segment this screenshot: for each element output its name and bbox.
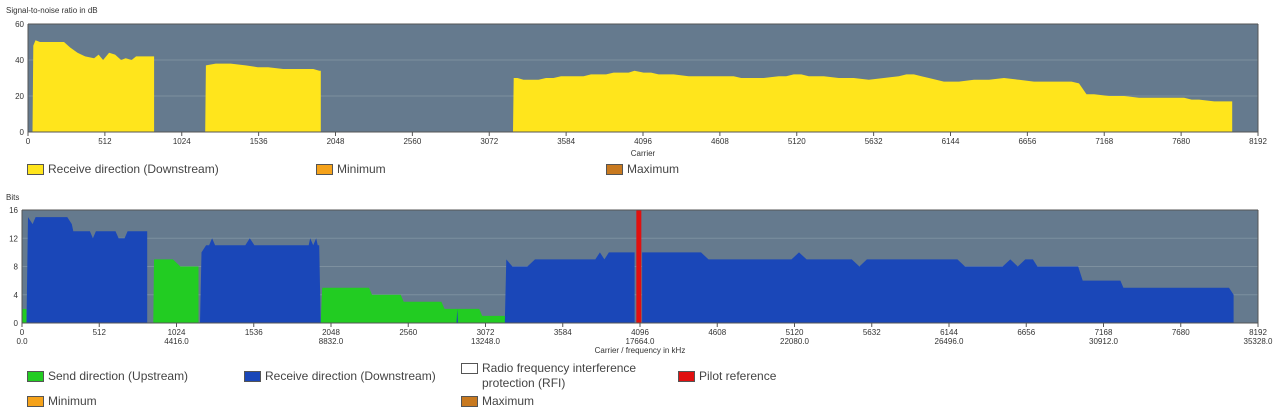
x-axis-title: Carrier [631,149,656,158]
legend-snr-downstream[interactable]: Receive direction (Downstream) [27,162,219,177]
legend-snr-maximum[interactable]: Maximum [606,162,679,177]
x-tick-label: 7680 [1172,328,1190,337]
legend-snr-minimum[interactable]: Minimum [316,162,386,177]
x-tick-label-frequency: 35328.0 [1244,337,1273,346]
snr-chart-svg: Signal-to-noise ratio in dB 0 20 40 60 0 512 10… [6,6,1267,158]
legend-label-bits-maximum: Maximum [482,394,535,408]
x-tick-label-frequency: 30912.0 [1089,337,1118,346]
series-area-receive-direction-downstream [200,238,321,323]
x-tick-label: 1536 [250,137,268,146]
x-tick-label-frequency: 8832.0 [319,337,344,346]
bits-chart: Bits 0 4 8 12 16 0 512 1024 1536 2048 2560 3072 3584 4… [0,190,1280,365]
x-tick-label: 7168 [1095,137,1113,146]
x-tick-label: 2560 [399,328,417,337]
legend-label-bits-minimum: Minimum [48,394,97,408]
x-tick-label: 7168 [1095,328,1113,337]
x-tick-label: 6656 [1018,137,1036,146]
x-tick-label: 0 [26,137,31,146]
chart-title: Signal-to-noise ratio in dB [6,6,98,15]
series-area-send-direction-upstream [320,287,510,323]
legend-bits-pilot[interactable]: Pilot reference [678,369,776,384]
legend-label-upstream: Send direction (Upstream) [48,369,189,383]
y-tick-label: 4 [14,291,19,300]
x-tick-label: 8192 [1249,137,1267,146]
legend-swatch-rfi [461,363,478,374]
legend-swatch-bits-maximum [461,396,478,407]
chart-title: Bits [6,193,19,202]
legend-swatch-pilot [678,371,695,382]
x-tick-label-frequency: 22080.0 [780,337,809,346]
y-tick-label: 12 [9,234,18,243]
legend-swatch-bits-downstream [244,371,261,382]
legend-swatch-snr-maximum [606,164,623,175]
pilot-reference-bar [636,210,642,323]
x-tick-label-frequency: 13248.0 [471,337,500,346]
x-tick-label: 512 [98,137,112,146]
legend-label-snr-minimum: Minimum [337,162,386,176]
legend-bits-upstream[interactable]: Send direction (Upstream) [27,369,188,384]
x-tick-label: 2048 [327,137,345,146]
x-tick-label-frequency: 0.0 [16,337,28,346]
y-tick-label: 8 [14,263,19,272]
legend-swatch-bits-minimum [27,396,44,407]
x-tick-label: 0 [20,328,25,337]
x-tick-label-frequency: 17664.0 [626,337,655,346]
x-tick-label: 4608 [711,137,729,146]
x-axis-title: Carrier / frequency in kHz [595,346,686,355]
legend-label-rfi: Radio frequency interference protection … [482,361,637,390]
legend-label-snr-maximum: Maximum [627,162,680,176]
legend-label-pilot: Pilot reference [699,369,777,383]
x-tick-label-frequency: 4416.0 [164,337,189,346]
x-tick-label: 7680 [1172,137,1190,146]
x-tick-label: 8192 [1249,328,1267,337]
x-tick-label: 3072 [477,328,495,337]
x-tick-label: 1024 [173,137,191,146]
legend-bits-minimum[interactable]: Minimum [27,394,97,409]
y-tick-label: 0 [14,319,19,328]
y-tick-label: 20 [15,92,24,101]
x-tick-label: 6144 [942,137,960,146]
series-area-receive-direction-downstream [504,252,635,323]
series-area-receive-direction-downstream [32,40,155,133]
x-tick-label-frequency: 26496.0 [935,337,964,346]
series-area-receive-direction-downstream [456,308,458,323]
series-area-send-direction-upstream [153,259,199,323]
x-tick-label: 4096 [634,137,652,146]
x-tick-label: 6144 [940,328,958,337]
legend-swatch-snr-minimum [316,164,333,175]
x-tick-label: 4096 [631,328,649,337]
x-tick-label: 1536 [245,328,263,337]
x-tick-label: 5632 [865,137,883,146]
legend-bits-downstream[interactable]: Receive direction (Downstream) [244,369,436,384]
x-tick-label: 2048 [322,328,340,337]
legend-bits-maximum[interactable]: Maximum [461,394,534,409]
bits-chart-svg: Bits 0 4 8 12 16 0 512 1024 1536 2048 2560 3072 3584 4… [6,193,1273,355]
x-tick-label: 1024 [168,328,186,337]
series-area-receive-direction-downstream [513,70,1233,132]
x-tick-label: 3584 [557,137,575,146]
y-tick-label: 0 [20,128,25,137]
y-tick-label: 60 [15,20,24,29]
x-tick-label: 4608 [708,328,726,337]
x-tick-label: 3584 [554,328,572,337]
x-tick-label: 512 [93,328,107,337]
legend-label-bits-downstream: Receive direction (Downstream) [265,369,436,383]
legend-bits-rfi[interactable]: Radio frequency interference protection … [461,361,651,391]
legend-swatch-upstream [27,371,44,382]
series-area-send-direction-upstream [22,308,27,323]
legend-label-snr-downstream: Receive direction (Downstream) [48,162,219,176]
series-area-receive-direction-downstream [205,63,321,132]
y-tick-label: 16 [9,206,18,215]
legend-swatch-snr-downstream [27,164,44,175]
x-tick-label: 5632 [863,328,881,337]
snr-chart: Signal-to-noise ratio in dB 0 20 40 60 0 512 10… [0,0,1280,190]
x-tick-label: 6656 [1017,328,1035,337]
x-tick-label: 5120 [786,328,804,337]
x-tick-label: 5120 [788,137,806,146]
series-area-receive-direction-downstream [26,217,148,323]
x-tick-label: 2560 [403,137,421,146]
series-area-receive-direction-downstream [642,252,1234,323]
y-tick-label: 40 [15,56,24,65]
x-tick-label: 3072 [480,137,498,146]
